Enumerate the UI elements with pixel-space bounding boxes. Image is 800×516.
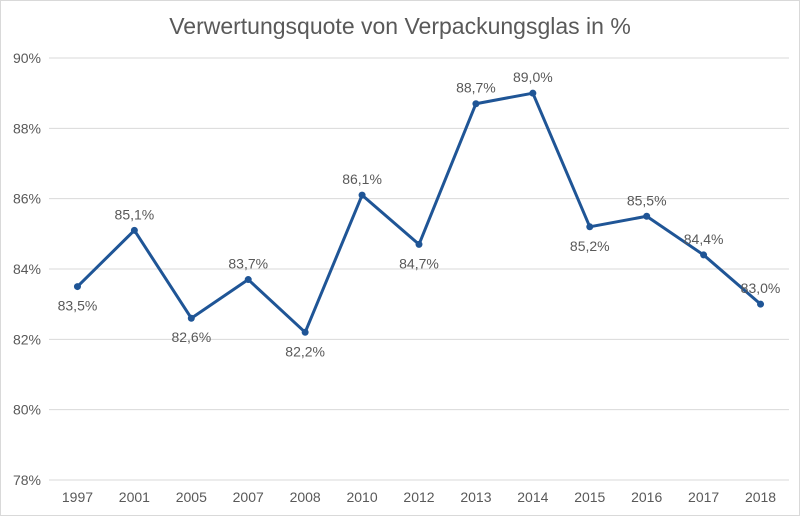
x-tick-label: 2015 [574,489,605,505]
data-label: 85,1% [115,206,155,222]
x-tick-label: 2016 [631,489,662,505]
x-tick-label: 2008 [290,489,321,505]
data-label: 84,4% [684,231,724,247]
x-tick-label: 2001 [119,489,150,505]
data-label: 86,1% [342,171,382,187]
data-label: 82,6% [171,329,211,345]
x-tick-label: 2010 [346,489,377,505]
x-tick-label: 1997 [62,489,93,505]
x-tick-label: 2007 [233,489,264,505]
data-point [73,283,81,291]
x-tick-label: 2018 [745,489,776,505]
data-label: 85,2% [570,238,610,254]
x-tick-label: 2014 [517,489,548,505]
data-point [586,223,594,231]
series-line [76,91,762,334]
x-tick-label: 2005 [176,489,207,505]
data-point [472,100,480,108]
y-tick-label: 88% [13,120,41,136]
y-tick-label: 86% [13,191,41,207]
data-label: 88,7% [456,80,496,96]
data-point [187,314,195,322]
x-tick-label: 2013 [460,489,491,505]
data-point [358,191,366,199]
data-point [643,212,651,220]
data-point [130,226,138,234]
data-point [301,328,309,336]
data-point [529,89,537,97]
y-tick-label: 90% [13,50,41,66]
data-label: 82,2% [285,343,325,359]
data-label: 85,5% [627,192,667,208]
x-tick-label: 2012 [403,489,434,505]
y-tick-label: 84% [13,261,41,277]
data-point [700,251,708,259]
data-label: 83,5% [58,298,98,314]
y-tick-label: 78% [13,472,41,488]
data-point [757,300,765,308]
y-tick-label: 82% [13,331,41,347]
data-point [244,276,252,284]
x-tick-label: 2017 [688,489,719,505]
data-point [415,240,423,248]
chart-title: Verwertungsquote von Verpackungsglas in … [169,13,631,39]
data-label: 84,7% [399,255,439,271]
data-label: 83,0% [741,280,781,296]
y-tick-label: 80% [13,402,41,418]
data-label: 83,7% [228,256,268,272]
data-label: 89,0% [513,69,553,85]
